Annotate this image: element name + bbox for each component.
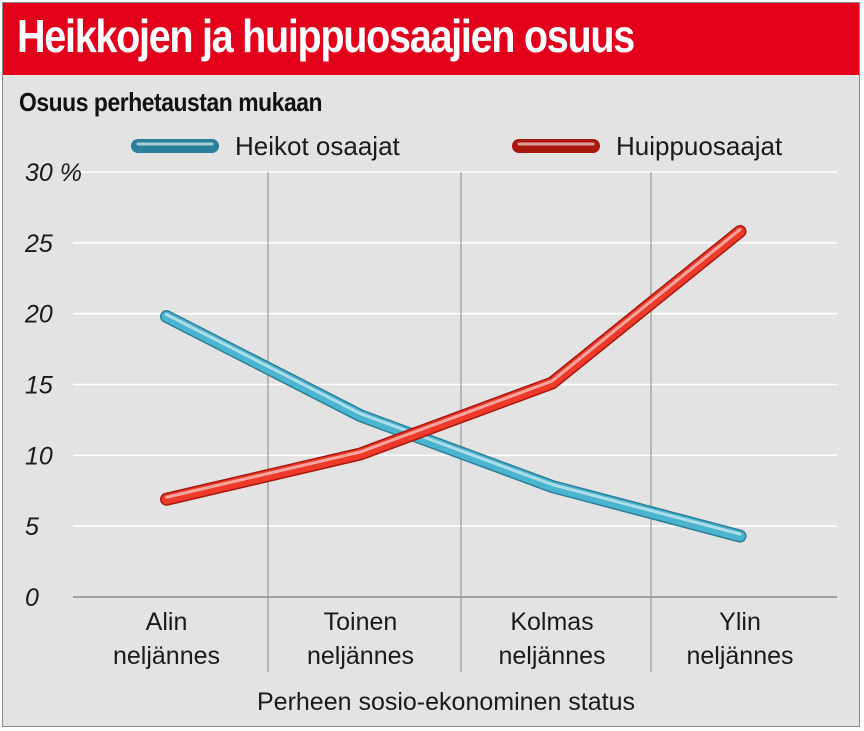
chart-subtitle: Osuus perhetaustan mukaan bbox=[19, 87, 323, 117]
y-tick-label: 15 bbox=[25, 372, 53, 400]
line-chart: 0 5 10 15 20 25 30 % Alin neljännes Toinen neljänn… bbox=[24, 131, 837, 716]
x-category-label: Toinen bbox=[324, 608, 398, 636]
series-heikot-osaajat bbox=[160, 310, 747, 543]
y-tick-label: 10 bbox=[25, 442, 53, 470]
series-line-highlight bbox=[165, 313, 742, 536]
series-line bbox=[161, 226, 745, 505]
title-bar: Heikkojen ja huippuosaajien osuus bbox=[3, 3, 859, 75]
x-category-label: Ylin bbox=[719, 608, 761, 636]
legend-label: Heikot osaajat bbox=[235, 131, 401, 161]
y-tick-label: 30 % bbox=[25, 159, 82, 187]
series-huippuosaajat bbox=[160, 225, 747, 506]
series-lines bbox=[160, 225, 747, 543]
y-tick-label: 0 bbox=[25, 584, 39, 612]
series-line-highlight bbox=[165, 228, 742, 499]
legend-label: Huippuosaajat bbox=[616, 131, 783, 161]
chart-title: Heikkojen ja huippuosaajien osuus bbox=[17, 10, 635, 62]
y-tick-label: 5 bbox=[25, 513, 39, 541]
series-line bbox=[161, 311, 745, 542]
x-category-label: neljännes bbox=[686, 642, 793, 670]
y-tick-label: 25 bbox=[24, 230, 53, 258]
x-category-label: neljännes bbox=[498, 642, 605, 670]
y-tick-label: 20 bbox=[24, 301, 53, 329]
legend: Heikot osaajat Huippuosaajat bbox=[131, 131, 783, 161]
x-category-label: Kolmas bbox=[510, 608, 593, 636]
x-category-label: neljännes bbox=[307, 642, 414, 670]
x-axis-title: Perheen sosio-ekonominen status bbox=[257, 688, 635, 716]
x-category-label: Alin bbox=[146, 608, 188, 636]
axes: 0 5 10 15 20 25 30 % Alin neljännes Toinen neljänn… bbox=[24, 159, 794, 716]
x-category-label: neljännes bbox=[113, 642, 220, 670]
